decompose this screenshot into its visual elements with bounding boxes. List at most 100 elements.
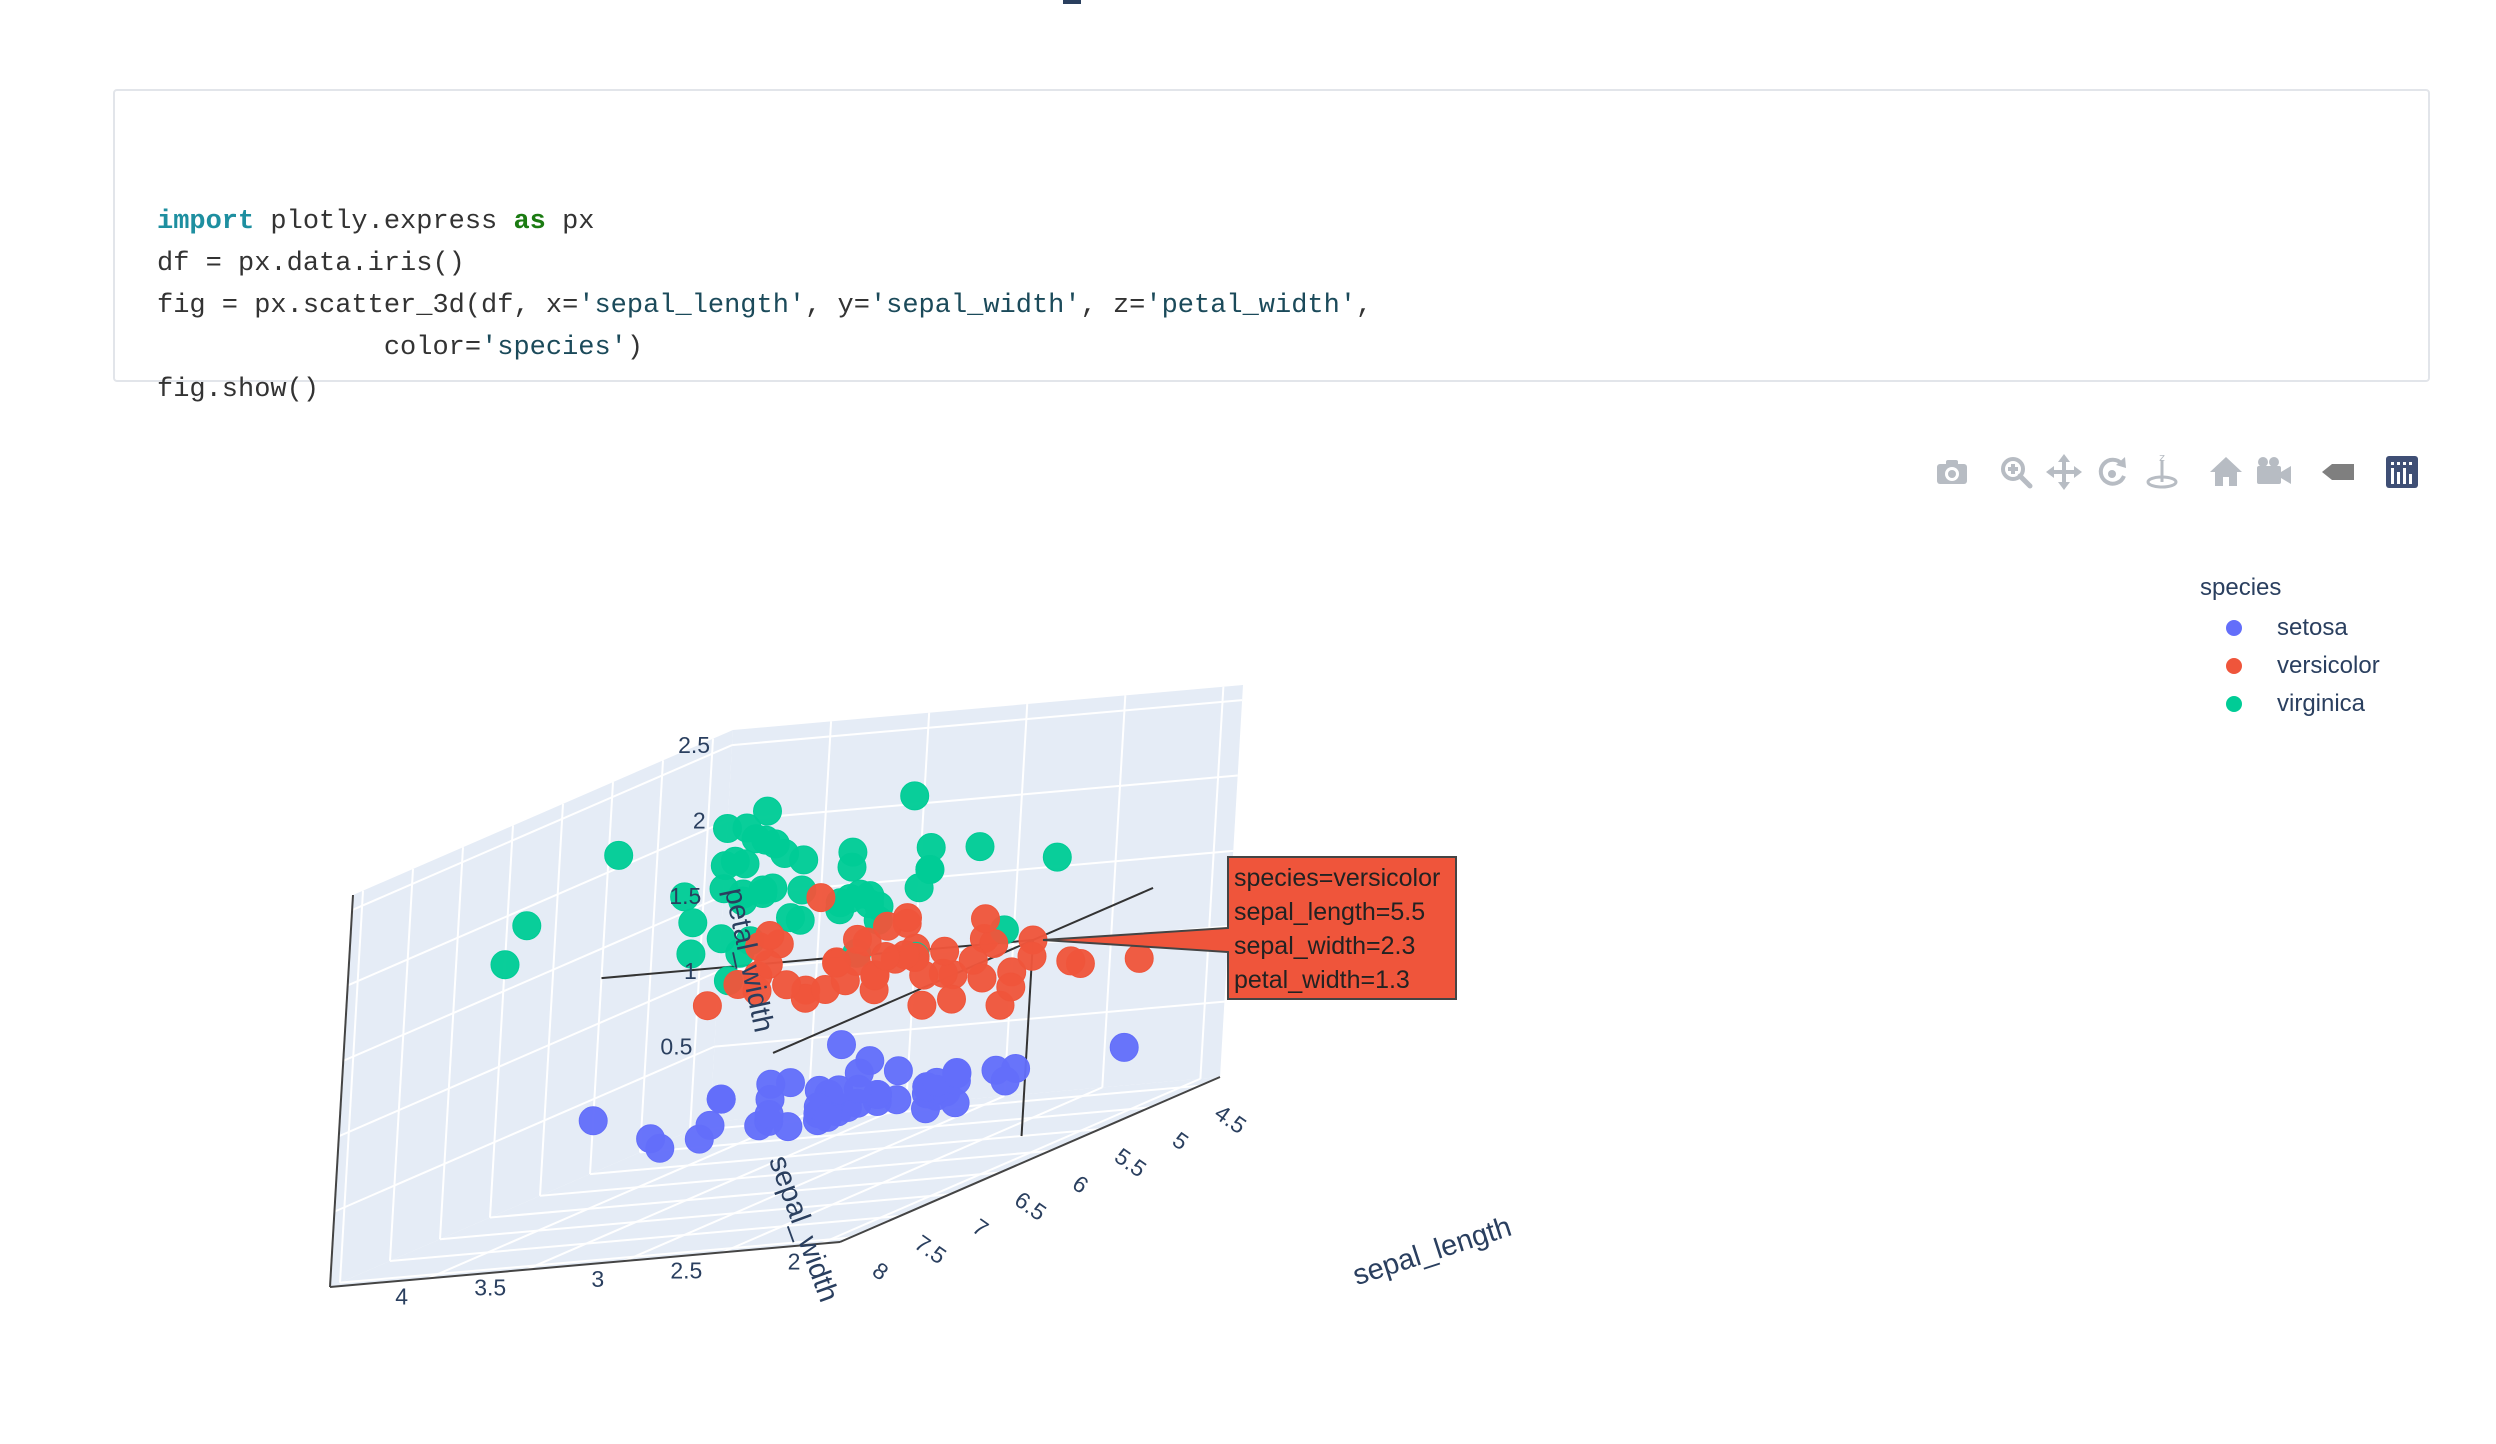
data-point-versicolor <box>907 990 937 1020</box>
legend-item-virginica[interactable]: virginica <box>2226 688 2426 722</box>
grid-line <box>489 825 514 1218</box>
grid-line <box>639 760 664 1153</box>
data-point-setosa <box>578 1106 608 1136</box>
x-tick-label: 7.5 <box>910 1230 951 1270</box>
grid-line <box>389 868 414 1262</box>
grid-line <box>439 847 464 1240</box>
legend-label: virginica <box>2277 690 2366 717</box>
grid-line <box>721 1086 1103 1254</box>
grid-line <box>1101 695 1127 1088</box>
hover-box <box>1042 856 1457 1000</box>
data-point-versicolor <box>871 942 901 971</box>
data-point-setosa <box>942 1059 972 1089</box>
z-tick-label: 0.5 <box>660 1034 692 1060</box>
x-axis-title: sepal_length <box>1349 1211 1515 1292</box>
grid-line <box>339 1236 851 1284</box>
data-point-setosa <box>636 1124 666 1154</box>
legend-label: versicolor <box>2277 652 2380 679</box>
zoom-icon[interactable] <box>1996 452 2036 492</box>
grid-line <box>689 738 714 1131</box>
grid-line <box>732 699 1243 747</box>
y-tick-label: 4 <box>395 1283 408 1309</box>
data-point-versicolor <box>937 984 966 1014</box>
data-point-virginica <box>916 833 946 862</box>
data-point-virginica <box>720 846 750 876</box>
data-point-versicolor <box>755 921 785 950</box>
home-icon[interactable] <box>2206 452 2246 492</box>
z-tick-label: 1.5 <box>669 883 701 909</box>
data-point-setosa <box>883 1056 913 1086</box>
code-token: 'species' <box>481 333 627 363</box>
data-point-virginica <box>1042 842 1072 872</box>
data-point-virginica <box>748 879 778 908</box>
z-tick-label: 2.5 <box>678 732 710 758</box>
code-block: import plotly.express as px df = px.data… <box>113 89 2430 405</box>
code-token: , <box>1356 291 1373 321</box>
x-tick-label: 6.5 <box>1010 1186 1051 1226</box>
code-token: as <box>513 207 546 237</box>
plotly-logo-icon[interactable] <box>2382 452 2422 492</box>
x-tick-label: 7 <box>968 1213 993 1242</box>
spike-line <box>601 939 1034 980</box>
legend-dot <box>2226 620 2242 636</box>
data-point-versicolor <box>930 936 960 966</box>
grid-line <box>539 1149 1051 1197</box>
y-axis-line <box>329 1241 841 1288</box>
z-tick-label: 2 <box>693 808 706 834</box>
data-point-versicolor <box>822 948 852 978</box>
pan-icon[interactable] <box>2044 452 2084 492</box>
top-cutoff-mark <box>1063 0 1081 4</box>
code-token: , z= <box>1080 291 1146 321</box>
data-point-virginica <box>789 845 819 875</box>
code-line: fig = px.scatter_3d(df, x='sepal_length'… <box>157 285 1372 327</box>
hover-toggle-icon[interactable] <box>2318 452 2358 492</box>
grid-line <box>342 894 724 1062</box>
y-tick-label: 3 <box>591 1266 604 1292</box>
code-token: fig = px.scatter_3d(df, x= <box>157 291 579 321</box>
data-point-versicolor <box>692 991 722 1021</box>
save-camera-icon[interactable] <box>2254 452 2294 492</box>
data-point-setosa <box>827 1030 856 1060</box>
data-point-setosa <box>754 1100 784 1129</box>
orbit-rotation-icon[interactable] <box>2092 452 2132 492</box>
legend-item-setosa[interactable]: setosa <box>2226 612 2426 646</box>
grid-line <box>351 744 733 911</box>
hover-text-line: sepal_width=2.3 <box>1234 932 1415 960</box>
data-point-virginica <box>753 796 782 826</box>
legend-title: species <box>2200 574 2282 601</box>
data-point-virginica <box>900 781 930 811</box>
code-line: df = px.data.iris() <box>157 243 465 285</box>
grid-line <box>489 1171 1001 1219</box>
x-axis-line <box>839 1076 1221 1243</box>
code-line: fig.show() <box>157 369 319 411</box>
grid-line <box>1199 686 1225 1079</box>
legend-item-versicolor[interactable]: versicolor <box>2226 650 2426 684</box>
legend-label: setosa <box>2277 614 2348 641</box>
grid-line <box>623 1095 1005 1262</box>
data-point-virginica <box>845 879 875 909</box>
data-point-setosa <box>1109 1032 1139 1062</box>
scene-axes <box>329 887 1221 1288</box>
data-point-setosa <box>843 1074 873 1104</box>
code-token: px <box>545 207 595 237</box>
code-token: ) <box>626 333 644 363</box>
legend-dot <box>2226 658 2242 674</box>
x-tick-label: 8 <box>868 1257 893 1286</box>
data-point-versicolor <box>958 945 988 975</box>
z-tick-label: 1 <box>684 958 697 984</box>
grid-line <box>819 1077 1201 1245</box>
plot-modebar: z <box>0 452 2496 492</box>
camera-icon[interactable] <box>1932 452 1972 492</box>
grid-line <box>439 1193 951 1241</box>
code-token: plotly.express <box>254 207 514 237</box>
code-token: import <box>157 207 255 237</box>
data-point-setosa <box>812 1102 842 1132</box>
data-point-versicolor <box>996 972 1026 1002</box>
code-token: df = px.data.iris() <box>157 249 465 279</box>
data-point-virginica <box>838 837 868 867</box>
turntable-rotation-icon[interactable]: z <box>2142 452 2182 492</box>
grid-line <box>334 1045 715 1213</box>
grid-line <box>427 1112 809 1280</box>
back-wall-plane <box>710 685 1243 1122</box>
